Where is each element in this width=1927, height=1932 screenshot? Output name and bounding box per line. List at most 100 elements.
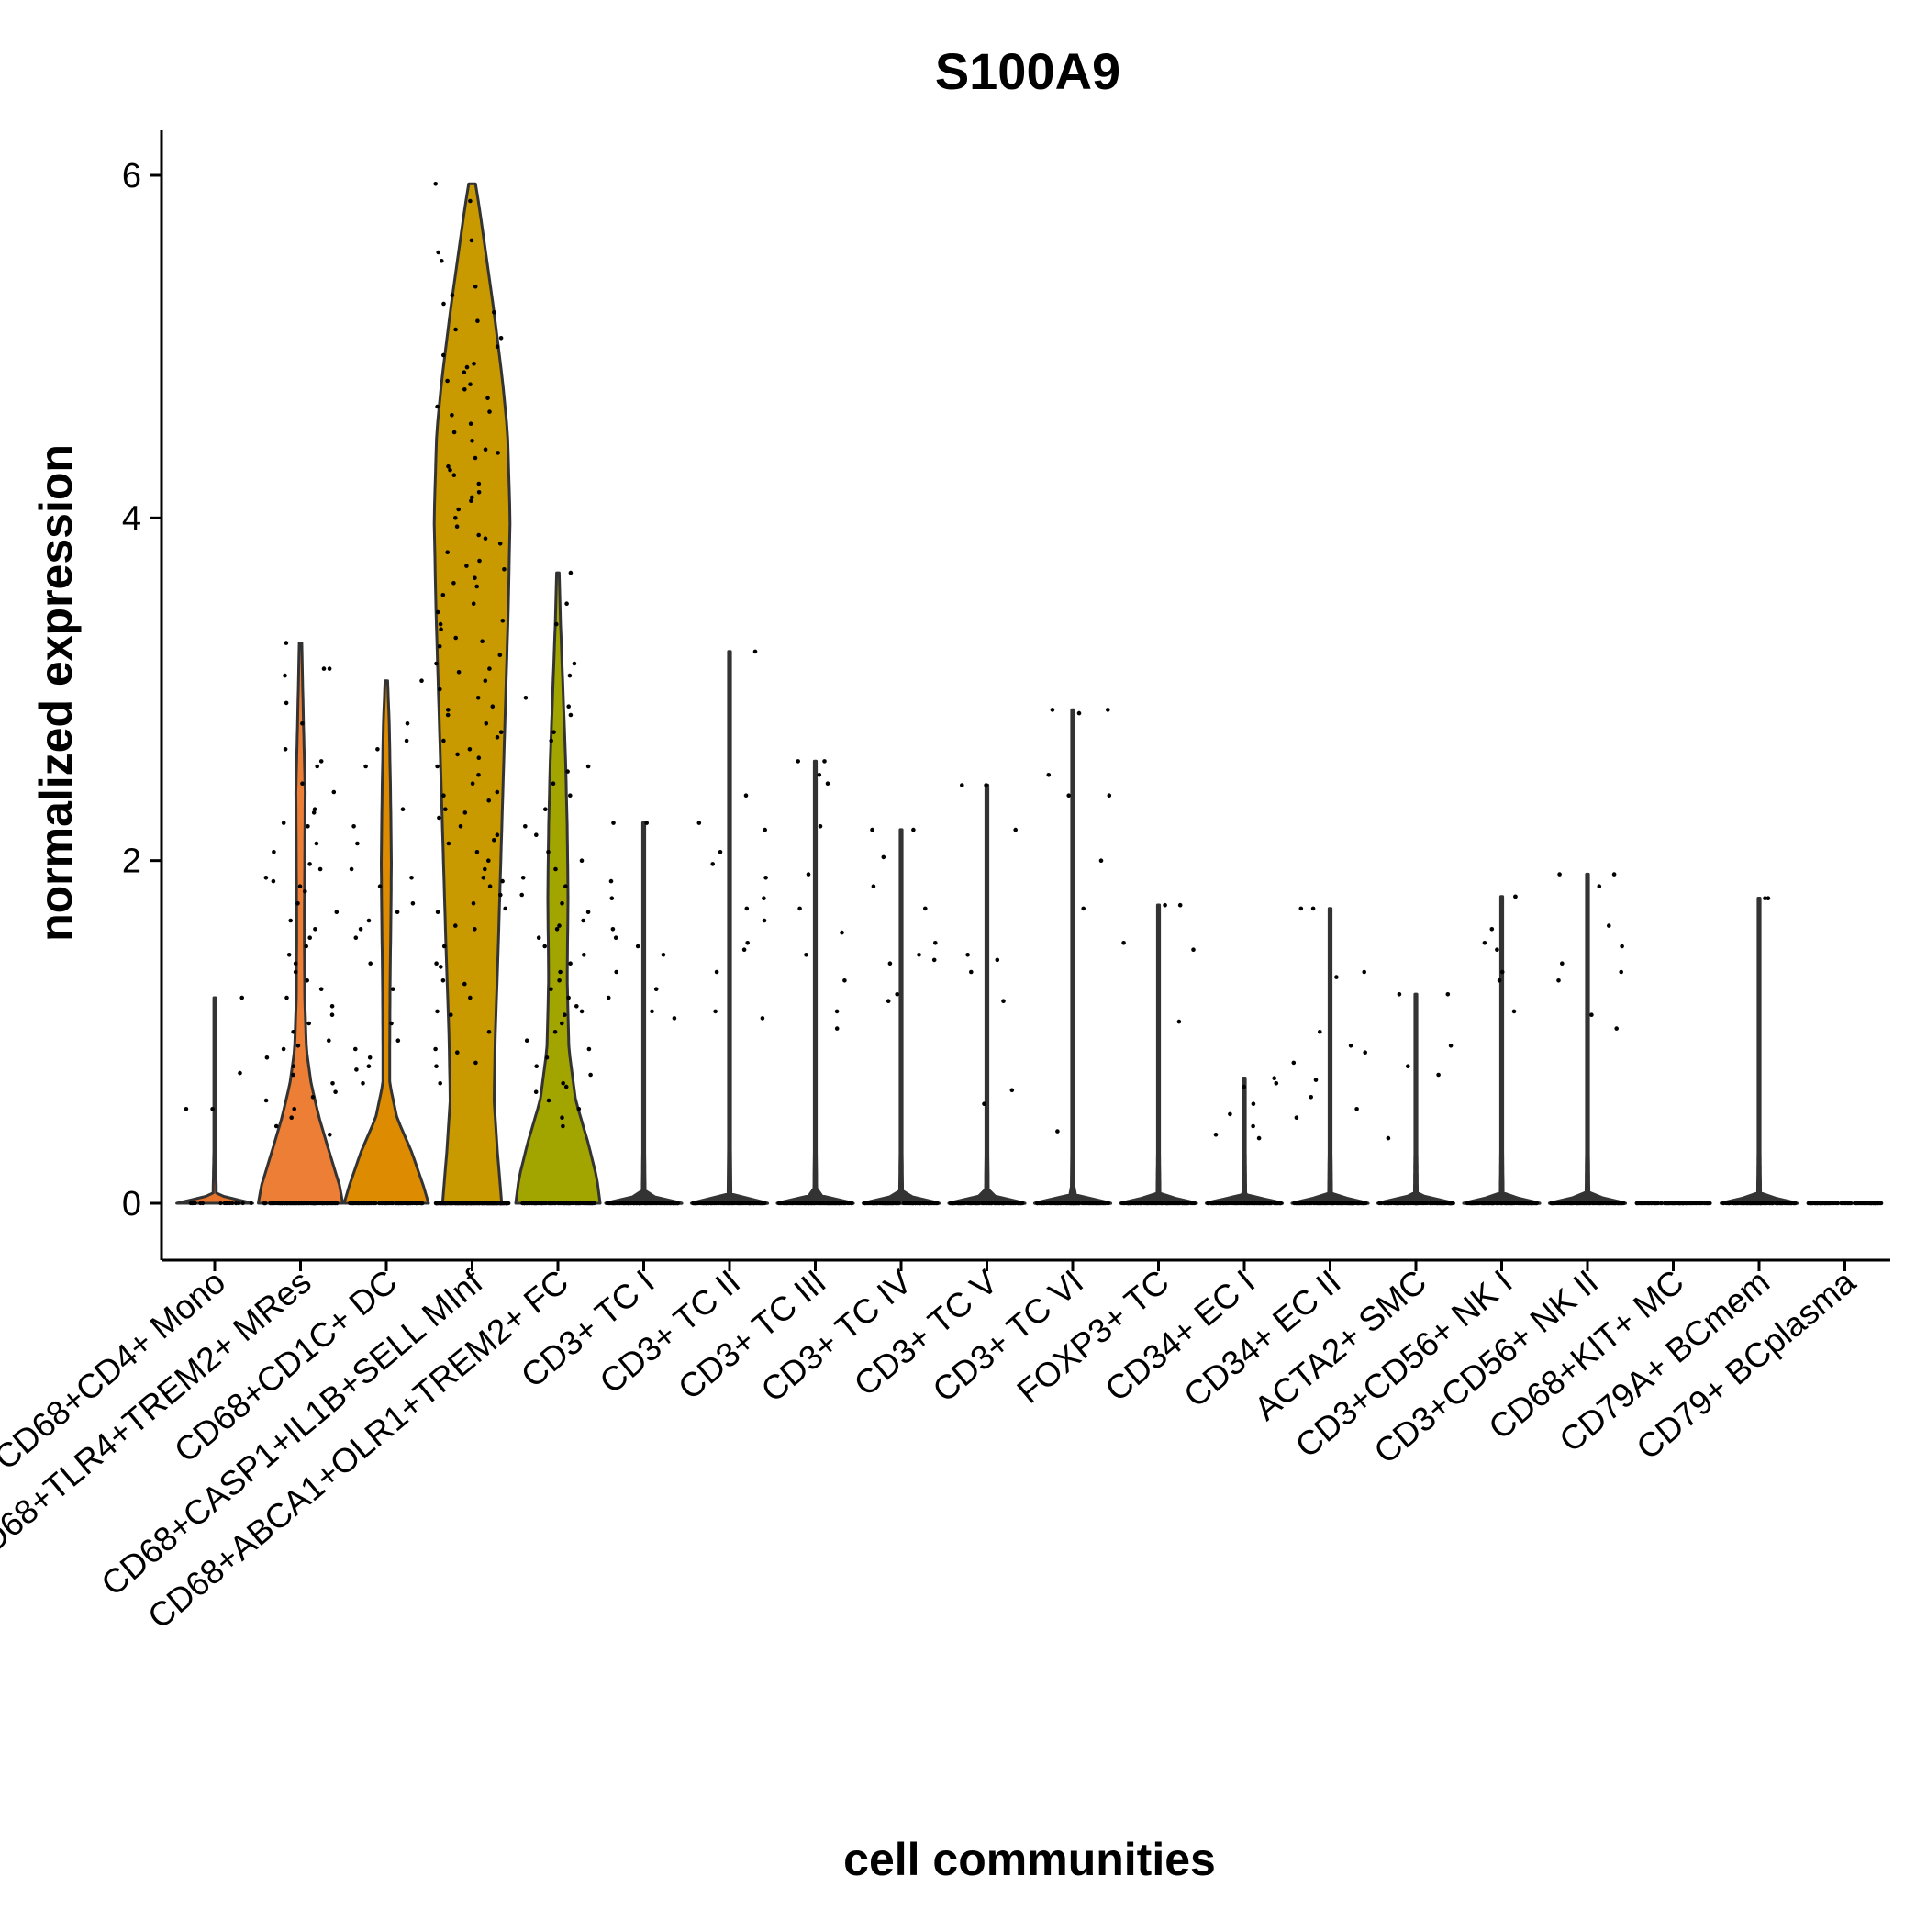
data-point: [760, 1016, 765, 1021]
data-point: [450, 413, 454, 418]
data-point: [660, 1201, 664, 1206]
points-20: [1806, 1201, 1884, 1206]
data-point: [1672, 1201, 1677, 1206]
data-point: [1499, 969, 1505, 975]
data-point: [468, 198, 473, 204]
data-point: [1223, 1201, 1228, 1206]
data-point: [1763, 896, 1767, 900]
data-point: [953, 1201, 958, 1206]
data-point: [1278, 1201, 1284, 1206]
data-point: [1250, 1201, 1254, 1206]
data-point: [1778, 1201, 1784, 1206]
data-point: [1688, 1201, 1692, 1206]
data-point: [1557, 872, 1562, 877]
data-point: [1220, 1201, 1225, 1206]
points-11: [1034, 708, 1112, 1206]
data-point: [464, 564, 469, 568]
data-point: [239, 995, 245, 1000]
data-point: [474, 584, 479, 589]
violin-9: [861, 828, 941, 1205]
data-point: [1750, 1201, 1754, 1206]
data-point: [1001, 999, 1006, 1003]
data-point: [435, 764, 440, 769]
data-point: [419, 678, 424, 683]
data-point: [628, 1201, 633, 1206]
data-point: [546, 1201, 551, 1206]
data-point: [451, 430, 457, 435]
data-point: [297, 884, 303, 888]
data-point: [1448, 1044, 1454, 1048]
data-point: [470, 439, 474, 443]
data-point: [804, 953, 808, 957]
data-point: [1145, 1201, 1150, 1206]
data-point: [926, 1201, 931, 1206]
data-point: [935, 1201, 940, 1206]
data-point: [842, 1201, 848, 1206]
data-point: [503, 906, 507, 911]
data-point: [351, 824, 356, 829]
data-point: [310, 1095, 316, 1100]
points-2: [262, 641, 340, 1206]
data-point: [463, 1201, 468, 1206]
data-point: [1587, 1201, 1592, 1206]
data-point: [505, 1201, 509, 1206]
data-point: [468, 1201, 473, 1206]
data-point: [351, 1201, 356, 1206]
data-point: [1334, 975, 1339, 979]
y-axis-title: normalized expression: [30, 444, 82, 942]
data-point: [552, 1030, 558, 1034]
data-point: [487, 884, 493, 888]
data-point: [554, 927, 560, 932]
data-point: [495, 789, 500, 795]
data-point: [533, 1089, 539, 1094]
data-point: [456, 670, 462, 675]
data-point: [1041, 1201, 1046, 1206]
data-point: [476, 755, 482, 760]
data-point: [373, 1201, 378, 1206]
data-point: [318, 759, 324, 764]
data-point: [1658, 1201, 1663, 1206]
data-point: [1406, 1064, 1410, 1068]
data-point: [1309, 1095, 1313, 1100]
data-point: [606, 995, 611, 1000]
data-point: [470, 781, 475, 786]
data-point: [1818, 1201, 1822, 1206]
points-17: [1549, 872, 1626, 1206]
data-point: [436, 250, 441, 255]
data-point: [200, 1201, 206, 1206]
data-point: [572, 661, 577, 666]
data-point: [931, 957, 937, 963]
data-point: [405, 721, 410, 726]
data-point: [564, 601, 569, 606]
data-point: [1240, 1201, 1244, 1206]
data-point: [315, 764, 320, 769]
data-point: [791, 1201, 796, 1206]
violin-17: [1547, 872, 1628, 1205]
data-point: [434, 1064, 439, 1068]
data-point: [1242, 1084, 1247, 1089]
data-point: [445, 550, 451, 554]
data-point: [582, 953, 586, 957]
data-point: [1636, 1201, 1642, 1206]
data-point: [609, 896, 615, 900]
data-point: [1269, 1201, 1274, 1206]
data-point: [563, 884, 568, 888]
data-point: [1428, 1201, 1432, 1206]
data-point: [817, 773, 822, 777]
chart-title: S100A9: [935, 42, 1120, 100]
data-point: [1018, 1201, 1022, 1206]
data-point: [462, 370, 467, 375]
data-point: [1242, 1201, 1247, 1206]
data-point: [820, 1201, 825, 1206]
data-point: [718, 850, 723, 854]
data-point: [293, 969, 298, 975]
data-point: [1495, 947, 1499, 952]
data-point: [643, 1201, 648, 1206]
data-point: [1619, 969, 1623, 975]
data-point: [495, 832, 500, 837]
data-point: [585, 1201, 589, 1206]
data-point: [1303, 1201, 1308, 1206]
data-point: [1251, 1123, 1255, 1129]
data-point: [915, 1201, 919, 1206]
